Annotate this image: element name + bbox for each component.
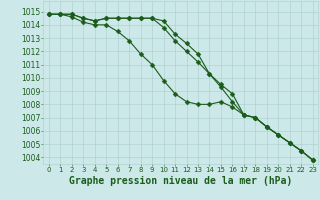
- X-axis label: Graphe pression niveau de la mer (hPa): Graphe pression niveau de la mer (hPa): [69, 176, 292, 186]
